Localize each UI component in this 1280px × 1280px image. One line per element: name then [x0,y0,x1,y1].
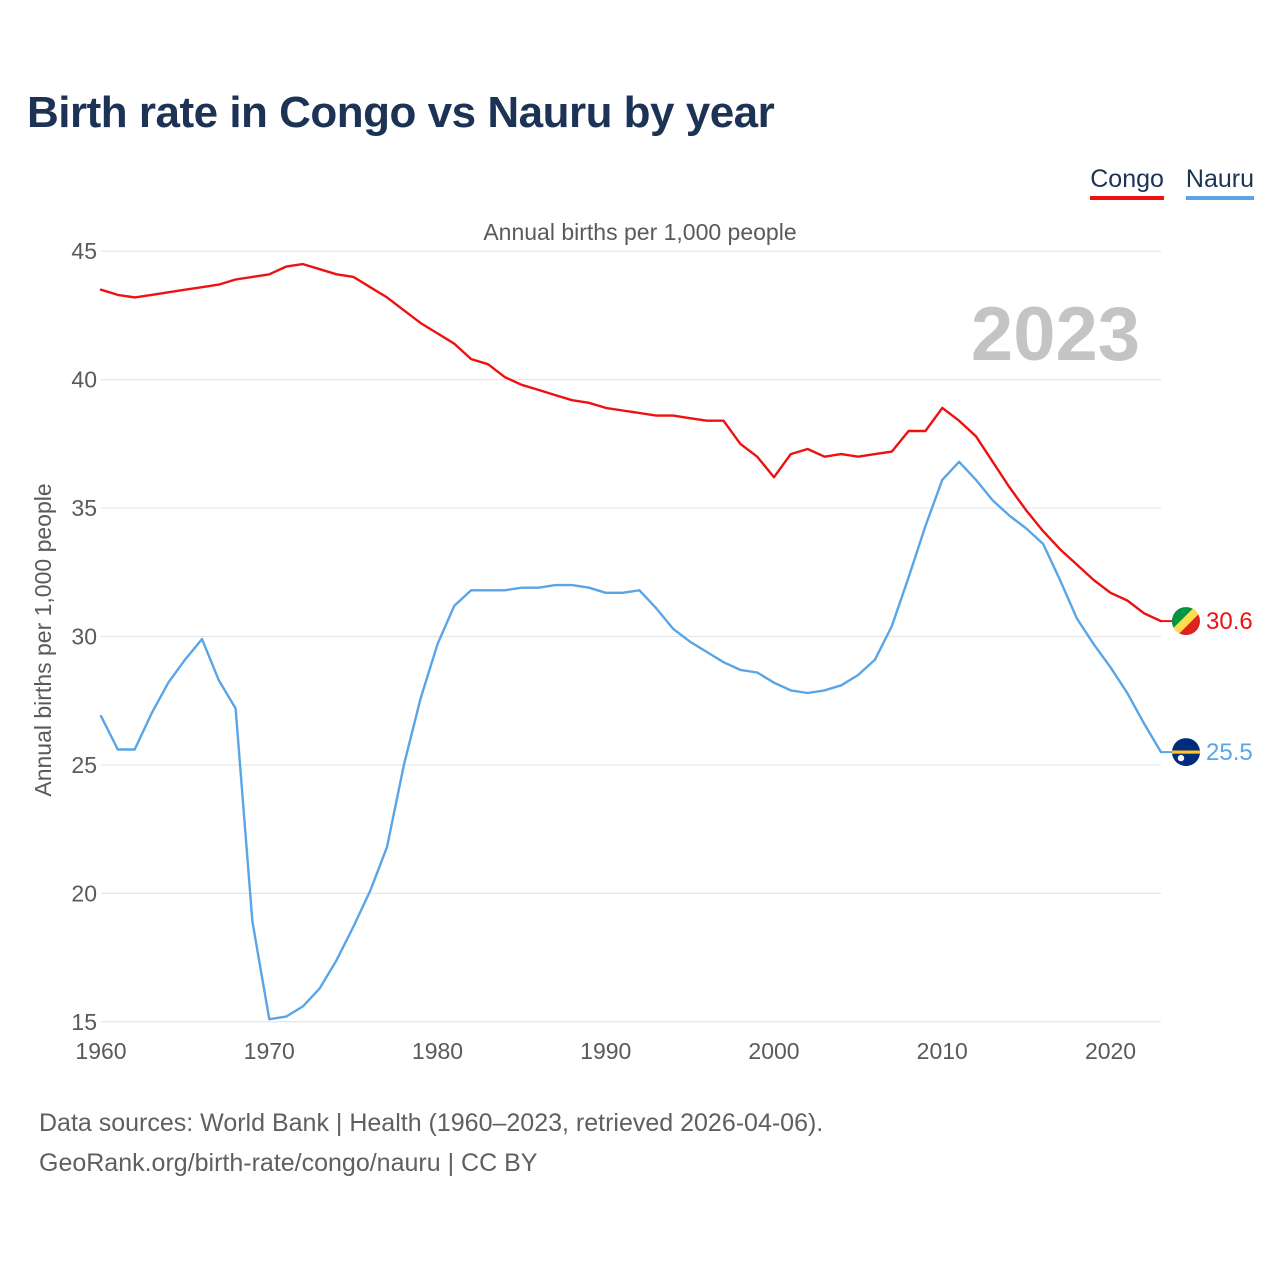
y-tick-15: 15 [71,1009,97,1035]
end-markers: 30.6 25.5 [1161,607,1253,767]
x-tick-1990: 1990 [580,1038,631,1064]
y-tick-45: 45 [71,238,97,264]
end-value-label-congo: 30.6 [1206,608,1253,635]
source-line-data: Data sources: World Bank | Health (1960–… [39,1109,824,1137]
flag-congo-icon [1172,607,1200,636]
flag-nauru-icon [1172,738,1200,767]
series-line-nauru [99,460,1163,1021]
y-tick-20: 20 [71,880,97,906]
x-tick-1970: 1970 [244,1038,295,1064]
flag-yellow-stripe [1172,750,1200,754]
chart-title: Birth rate in Congo vs Nauru by year [27,88,775,137]
year-watermark: 2023 [971,292,1140,377]
flag-white-star [1177,754,1185,762]
x-tick-2000: 2000 [748,1038,799,1064]
source-line-url[interactable]: GeoRank.org/birth-rate/congo/nauru | CC … [39,1149,538,1177]
legend-item-congo[interactable]: Congo [1090,164,1164,200]
y-tick-35: 35 [71,495,97,521]
x-tick-2010: 2010 [917,1038,968,1064]
series-line-congo [99,262,1163,623]
axis-ticks: 15 20 25 30 35 40 45 1960 1970 1980 1990 2000 2010 20… [71,238,1136,1064]
y-tick-25: 25 [71,752,97,778]
series-lines [99,262,1163,1021]
y-axis-label: Annual births per 1,000 people [30,483,56,796]
flag-fill-congo [1172,607,1200,636]
y-tick-40: 40 [71,367,97,393]
legend-item-nauru[interactable]: Nauru [1185,164,1254,200]
y-tick-30: 30 [71,624,97,650]
end-value-label-nauru: 25.5 [1206,739,1253,766]
x-tick-1980: 1980 [412,1038,463,1064]
x-tick-1960: 1960 [75,1038,126,1064]
flag-fill-nauru [1172,738,1200,767]
gridlines [101,250,1161,1023]
source-note: Data sources: World Bank | Health (1960–… [39,1103,823,1183]
x-tick-2020: 2020 [1085,1038,1136,1064]
chart-subtitle: Annual births per 1,000 people [483,219,796,245]
legend: Congo Nauru [1090,164,1254,200]
